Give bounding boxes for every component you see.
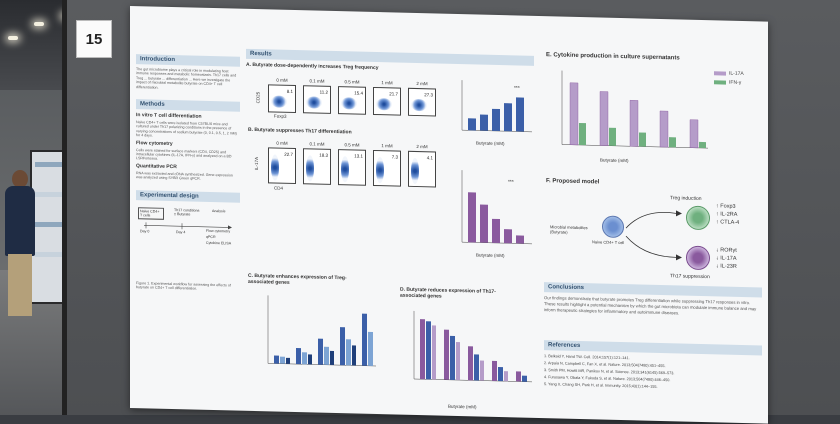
flow-plot: 0.1 mM 11.2	[303, 78, 331, 114]
th17-markers: ↓ RORγt ↓ IL-17A ↓ IL-23R	[716, 247, 737, 270]
panel-b-y-axis: IL-17A	[254, 156, 260, 171]
design-output: qPCR	[206, 234, 216, 239]
model-source: Microbial metabolites (Butyrate)	[550, 224, 588, 235]
svg-text:***: ***	[508, 179, 514, 185]
references-section: References 1. Belkaid Y, Hand TW. Cell. …	[544, 340, 762, 393]
introduction-text: The gut microbiome plays a critical role…	[136, 67, 237, 90]
naive-t-cell	[602, 215, 624, 239]
cytokine-legend: IL-17A IFN-γ	[714, 70, 744, 89]
flow-plot: 0 mM 22.7	[268, 141, 296, 185]
methods-heading: Methods	[136, 99, 240, 112]
left-column: Introduction The gut microbiome plays a …	[136, 54, 240, 292]
panel-d-x-axis: Butyrate (mM)	[448, 403, 477, 410]
panel-c-chart	[267, 295, 376, 367]
method-title: In vitro T cell differentiation	[136, 112, 202, 120]
research-poster: Introduction The gut microbiome plays a …	[130, 6, 768, 424]
th17-bar-x-axis: Butyrate (mM)	[476, 252, 505, 259]
panel-d-title: D. Butyrate reduces expression of Th17-a…	[400, 286, 496, 300]
th17-flow-plots: 0 mM 22.7 0.1 mM 18.3 0.5 mM 13.1 1 mM 7.3 2…	[268, 141, 436, 188]
panel-a-y-axis: CD25	[255, 91, 261, 104]
cytokine-chart	[561, 70, 708, 149]
flow-plot: 0.5 mM 13.1	[338, 142, 366, 186]
naive-label: Naive CD4+ T cell	[592, 239, 625, 246]
flow-plot: 2 mM 4.1	[408, 144, 436, 188]
board-number-tag: 15	[76, 20, 112, 58]
legend-item: IL-17A	[714, 70, 744, 77]
cytokine-x-axis: Butyrate (mM)	[600, 157, 629, 164]
flow-plot: 1 mM 21.7	[373, 80, 401, 116]
panel-d-chart	[413, 310, 532, 383]
flow-plot: 0.5 mM 15.4	[338, 79, 366, 115]
treg-cell	[686, 205, 710, 231]
flow-plot: 1 mM 7.3	[373, 143, 401, 187]
th17-suppression-label: Th17 suppression	[670, 273, 710, 281]
method-text: Naive CD4+ T cells were isolated from C5…	[136, 120, 237, 138]
introduction-heading: Introduction	[136, 54, 240, 67]
panel-a-x-axis: Foxp3	[274, 113, 287, 119]
svg-text:***: ***	[514, 85, 520, 91]
ceiling-light	[8, 36, 18, 40]
treg-bar-chart: ***	[461, 80, 532, 133]
flow-plot: 0.1 mM 18.3	[303, 141, 331, 185]
results-column: Results A. Butyrate dose-dependently inc…	[246, 48, 534, 77]
design-flowchart: Naive CD4+ T cells Th17 conditions ± But…	[136, 203, 240, 270]
conclusions-section: Conclusions Our findings demonstrate tha…	[544, 282, 762, 318]
method-text: Cells were stained for surface markers (…	[136, 147, 232, 162]
legend-item: IFN-γ	[714, 79, 744, 86]
design-caption: Figure 1. Experimental workflow for asse…	[136, 280, 231, 291]
flow-plot: 0 mM 8.1	[268, 78, 296, 114]
panel-b-x-axis: CD4	[274, 185, 284, 191]
ceiling-light	[34, 22, 44, 26]
method-title: Quantitative PCR	[136, 163, 177, 171]
design-step: Analysis	[212, 208, 226, 214]
treg-flow-plots: 0 mM 8.1 0.1 mM 11.2 0.5 mM 15.4 1 mM 21.7 2…	[268, 78, 436, 117]
cytokine-title: E. Cytokine production in culture supern…	[546, 52, 680, 62]
th17-cell	[686, 245, 710, 271]
panel-b-title: B. Butyrate suppresses Th17 differentiat…	[248, 126, 352, 136]
th17-bar-chart: ***	[461, 170, 532, 245]
model-arrows	[625, 210, 682, 261]
design-heading: Experimental design	[136, 189, 240, 203]
conclusions-text: Our findings demonstrate that butyrate p…	[544, 295, 757, 316]
design-timeline	[144, 222, 232, 230]
flow-plot: 2 mM 27.3	[408, 81, 436, 117]
method-text: RNA was extracted and cDNA synthesized. …	[136, 171, 233, 182]
method-title: Flow cytometry	[136, 139, 173, 147]
design-output: Cytokine ELISA	[206, 240, 232, 246]
model-title: F. Proposed model	[546, 178, 600, 186]
treg-markers: ↑ Foxp3 ↑ IL-2RA ↑ CTLA-4	[716, 203, 740, 226]
treg-bar-x-axis: Butyrate (mM)	[476, 140, 505, 147]
references-list: 1. Belkaid Y, Hand TW. Cell. 2014;157(1)…	[544, 353, 762, 393]
design-step: Th17 conditions ± Butyrate	[174, 207, 200, 217]
panel-c-title: C. Butyrate enhances expression of Treg-…	[248, 272, 347, 286]
treg-induction-label: Treg induction	[670, 195, 702, 202]
attendee	[2, 170, 36, 320]
